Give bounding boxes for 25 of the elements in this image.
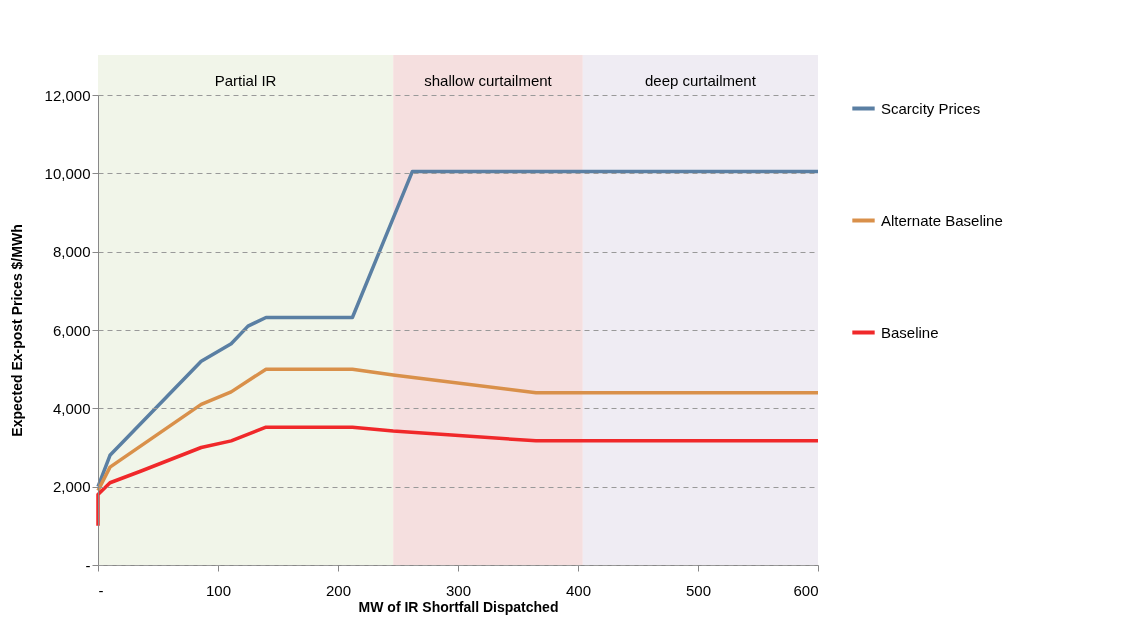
- band-label: shallow curtailment: [424, 72, 553, 89]
- x-tick-label: 500: [685, 581, 712, 599]
- x-axis-title: MW of IR Shortfall Dispatched: [358, 598, 559, 615]
- band-label: Partial IR: [214, 72, 277, 89]
- line-series: [96, 169, 820, 489]
- line-series: [96, 425, 820, 528]
- y-tick-label: 12,000: [44, 86, 91, 104]
- x-tick-label: 600: [793, 581, 819, 599]
- y-tick-label: 4,000: [52, 399, 91, 417]
- y-tick-label: 8,000: [52, 243, 91, 261]
- x-tick-label: -: [98, 581, 104, 599]
- band-label: deep curtailment: [644, 72, 757, 89]
- line-series: [96, 367, 820, 493]
- legend-label: Baseline: [881, 323, 939, 341]
- x-tick-label: 400: [565, 581, 592, 599]
- x-tick-label: 100: [205, 581, 232, 599]
- y-tick-label: 2,000: [52, 478, 91, 496]
- x-tick-label: 200: [325, 581, 352, 599]
- x-tick-label: 300: [445, 581, 472, 599]
- y-axis-title: Expected Ex-post Prices $/MWh: [8, 224, 25, 437]
- y-tick-label: 10,000: [44, 164, 91, 182]
- legend-label: Scarcity Prices: [881, 99, 981, 117]
- y-tick-label: 6,000: [52, 321, 91, 339]
- y-tick-label: -: [85, 556, 91, 574]
- legend-label: Alternate Baseline: [881, 211, 1003, 229]
